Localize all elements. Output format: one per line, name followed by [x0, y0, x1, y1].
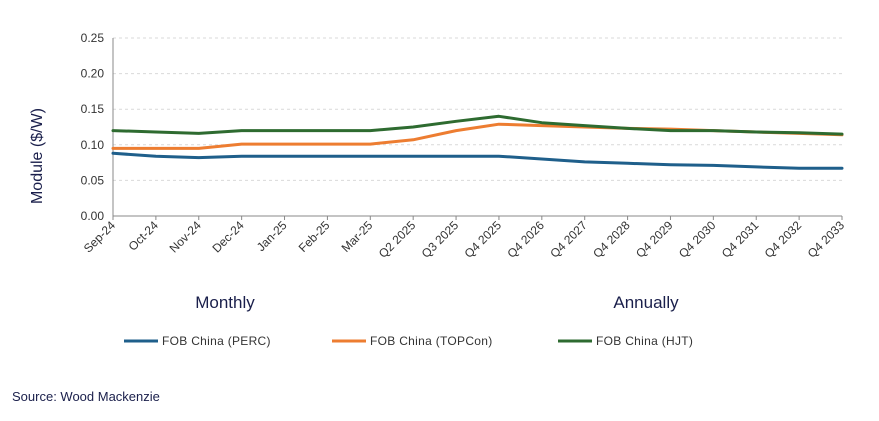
x-tick-label: Nov-24 [167, 218, 204, 255]
legend-label: FOB China (TOPCon) [370, 334, 493, 348]
x-tick-label: Q4 2025 [462, 218, 505, 261]
x-tick-label: Sep-24 [81, 218, 118, 255]
x-tick-label: Q4 2030 [676, 218, 719, 261]
x-tick-label: Q4 2027 [547, 218, 590, 261]
gridlines [113, 37, 842, 181]
axes [112, 38, 842, 217]
y-axis-label: Module ($/W) [29, 108, 46, 204]
x-tick-label: Feb-25 [296, 218, 333, 255]
y-tick-label: 0.25 [81, 31, 105, 45]
x-tick-label: Q4 2029 [633, 218, 676, 261]
x-tick-label: Oct-24 [126, 218, 162, 254]
legend: FOB China (PERC) FOB China (TOPCon) FOB Ch… [124, 334, 693, 348]
y-tick-label: 0.20 [81, 67, 105, 81]
y-tick-label: 0.05 [81, 173, 105, 187]
series-line [111, 151, 844, 170]
x-tick-label: Dec-24 [210, 218, 247, 255]
x-tick-label: Q4 2031 [719, 218, 762, 261]
y-tick-label: 0.00 [81, 209, 105, 223]
y-tick-label: 0.15 [81, 102, 105, 116]
x-axis-ticks: Sep-24 Oct-24 Nov-24 Dec-24 Jan-25 Feb-25 Mar-… [81, 216, 847, 261]
series-lines [111, 114, 844, 170]
x-tick-label: Q3 2025 [419, 218, 462, 261]
x-tick-label: Q2 2025 [376, 218, 419, 261]
x-tick-label: Q4 2032 [762, 218, 805, 261]
legend-label: FOB China (PERC) [162, 334, 271, 348]
x-tick-label: Q4 2033 [805, 218, 848, 261]
x-tick-label: Q4 2026 [504, 218, 547, 261]
legend-label: FOB China (HJT) [596, 334, 693, 348]
x-tick-label: Q4 2028 [590, 218, 633, 261]
section-label-monthly: Monthly [195, 293, 255, 312]
y-tick-label: 0.10 [81, 138, 105, 152]
y-axis-ticks: 0.00 0.05 0.10 0.15 0.20 0.25 [81, 31, 105, 223]
series-line [111, 114, 844, 136]
source-note: Source: Wood Mackenzie [12, 389, 160, 404]
x-tick-label: Jan-25 [254, 218, 290, 254]
section-label-annually: Annually [613, 293, 679, 312]
x-tick-label: Mar-25 [339, 218, 376, 255]
